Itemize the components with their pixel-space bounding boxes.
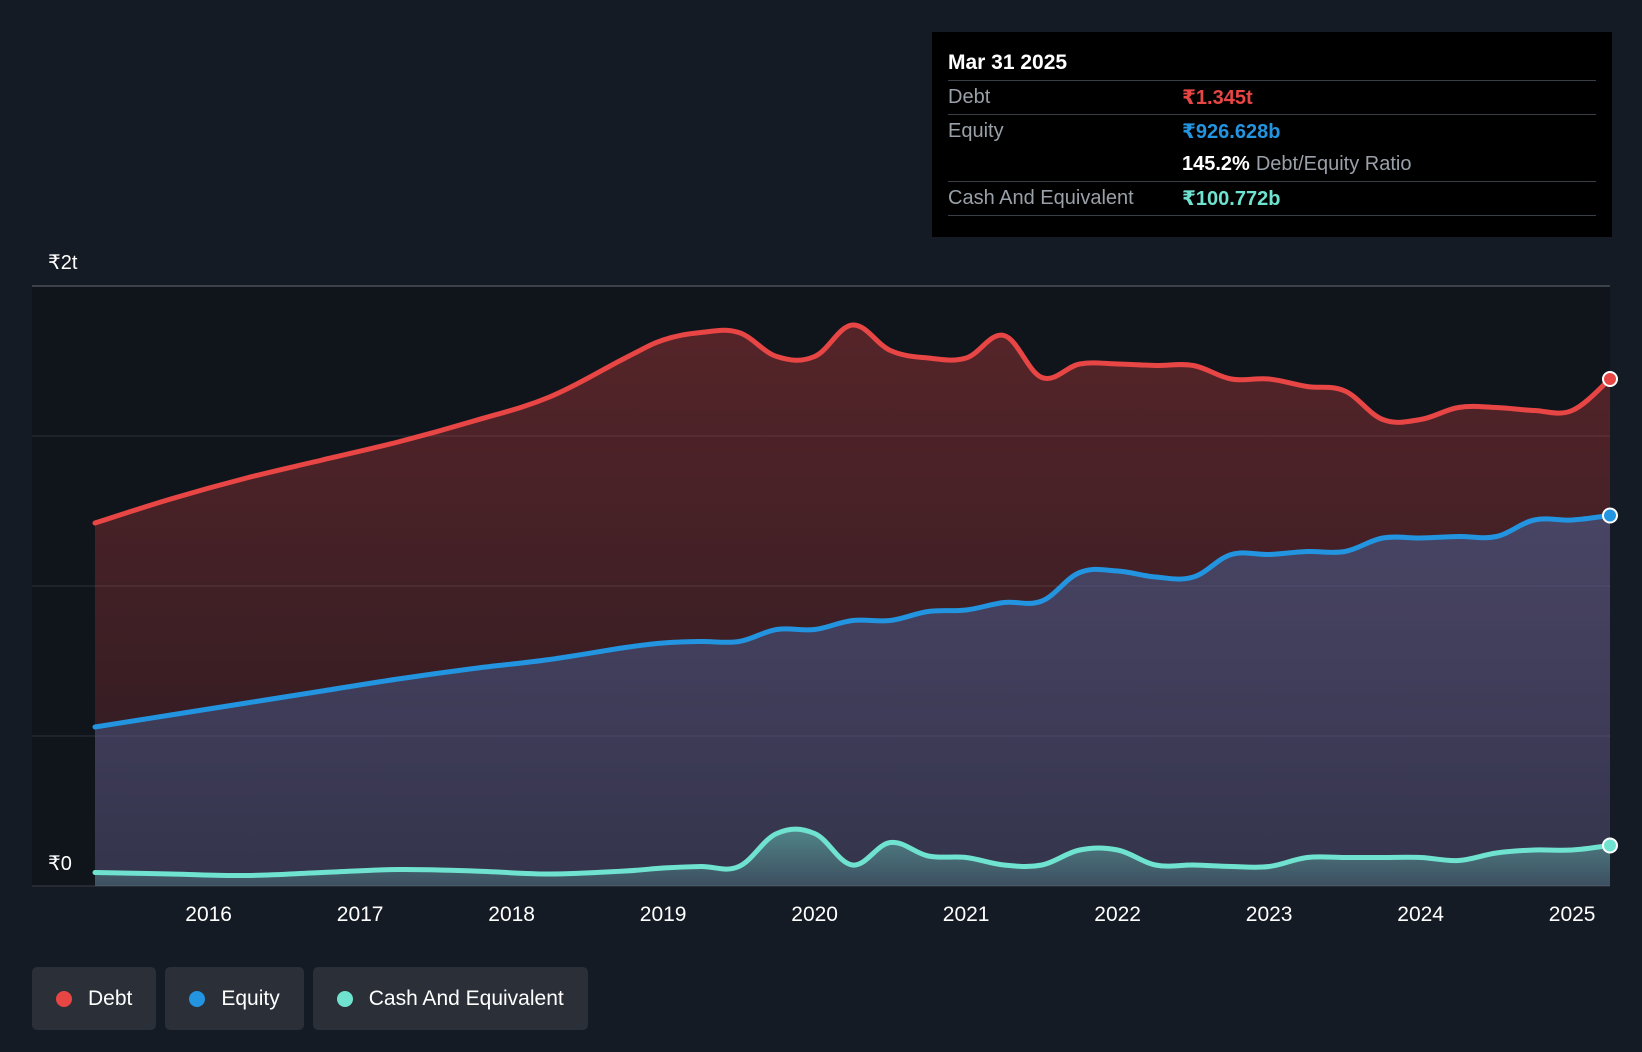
y-axis-max-label: ₹2t bbox=[48, 252, 78, 274]
hover-tooltip: Mar 31 2025 Debt ₹1.345t Equity ₹926.628… bbox=[932, 32, 1612, 237]
legend-dot-equity-icon bbox=[189, 990, 206, 1007]
cash-line bbox=[92, 826, 1613, 879]
tooltip-row-debt: Debt ₹1.345t bbox=[948, 80, 1596, 114]
tooltip-equity-label: Equity bbox=[948, 120, 1004, 142]
equity-area bbox=[95, 515, 1610, 886]
debt-end-marker bbox=[1602, 371, 1618, 387]
tooltip-cash-value: ₹100.772b bbox=[1182, 188, 1281, 210]
series-lines bbox=[92, 322, 1613, 879]
equity-end-marker bbox=[1602, 507, 1618, 524]
legend-dot-cash-icon bbox=[336, 990, 353, 1007]
x-tick-2025: 2025 bbox=[1549, 903, 1596, 926]
cash-end-marker bbox=[1602, 837, 1618, 854]
legend-label-cash: Cash And Equivalent bbox=[368, 986, 564, 1010]
tooltip-equity-value: ₹926.628b bbox=[1182, 121, 1281, 143]
tooltip-date: Mar 31 2025 bbox=[948, 51, 1068, 74]
legend-item-debt[interactable]: Debt bbox=[32, 967, 157, 1030]
y-axis-min-label: ₹0 bbox=[48, 853, 72, 875]
tooltip-ratio-value: 145.2% bbox=[1182, 153, 1250, 175]
tooltip-row-cash: Cash And Equivalent ₹100.772b bbox=[948, 181, 1596, 216]
tooltip-debt-value: ₹1.345t bbox=[1182, 87, 1253, 109]
x-tick-2018: 2018 bbox=[488, 903, 535, 926]
x-tick-2017: 2017 bbox=[337, 903, 384, 926]
x-tick-2022: 2022 bbox=[1094, 903, 1141, 926]
debt-line bbox=[92, 322, 1613, 526]
x-tick-2016: 2016 bbox=[185, 903, 232, 926]
chart-legend: Debt Equity Cash And Equivalent bbox=[32, 967, 588, 1030]
x-axis-ticks: 2016 2017 2018 2019 2020 2021 2022 2023 2024 2025 bbox=[185, 903, 1595, 926]
x-tick-2024: 2024 bbox=[1397, 903, 1444, 926]
tooltip-cash-label: Cash And Equivalent bbox=[948, 187, 1134, 209]
equity-line bbox=[92, 513, 1613, 730]
x-tick-2020: 2020 bbox=[791, 903, 838, 926]
legend-label-debt: Debt bbox=[88, 986, 133, 1010]
tooltip-row-ratio: 145.2% Debt/Equity Ratio bbox=[948, 148, 1596, 181]
tooltip-ratio-label: Debt/Equity Ratio bbox=[1255, 153, 1412, 175]
legend-item-cash[interactable]: Cash And Equivalent bbox=[312, 967, 588, 1030]
tooltip-row-equity: Equity ₹926.628b bbox=[948, 114, 1596, 148]
legend-label-equity: Equity bbox=[221, 986, 280, 1010]
x-tick-2021: 2021 bbox=[943, 903, 990, 926]
x-tick-2019: 2019 bbox=[640, 903, 687, 926]
tooltip-debt-label: Debt bbox=[948, 86, 991, 108]
series-end-markers bbox=[1602, 371, 1618, 854]
x-tick-2023: 2023 bbox=[1246, 903, 1293, 926]
legend-dot-debt-icon bbox=[56, 990, 72, 1007]
legend-item-equity[interactable]: Equity bbox=[165, 967, 304, 1030]
